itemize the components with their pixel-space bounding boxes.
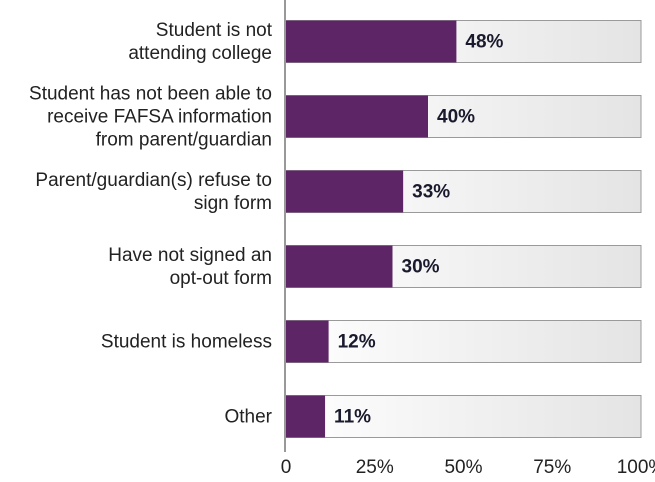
x-tick-label: 75%	[533, 457, 571, 478]
bar	[286, 170, 404, 213]
x-tick-label: 50%	[444, 457, 482, 478]
x-tick-label: 25%	[356, 457, 394, 478]
value-label: 30%	[402, 257, 440, 278]
category-label: Have not signed an opt-out form	[108, 244, 272, 289]
category-label: Student is homeless	[100, 331, 272, 352]
category-label: Student has not been able to receive FAF…	[29, 83, 272, 150]
bar	[286, 320, 329, 363]
bar	[286, 95, 428, 138]
category-label: Parent/guardian(s) refuse to sign form	[35, 169, 272, 214]
track	[285, 395, 642, 438]
bar	[286, 395, 326, 438]
bar	[286, 245, 393, 288]
x-tick-label: 0	[281, 457, 292, 478]
value-label: 48%	[465, 32, 503, 53]
value-label: 40%	[437, 107, 475, 128]
bar	[286, 20, 457, 63]
value-label: 11%	[334, 407, 371, 428]
value-label: 12%	[338, 332, 376, 353]
track	[285, 320, 642, 363]
category-label: Other	[224, 406, 272, 427]
x-tick-label: 100%	[617, 457, 655, 478]
category-label: Student is not attending college	[128, 19, 272, 64]
value-label: 33%	[412, 182, 450, 203]
